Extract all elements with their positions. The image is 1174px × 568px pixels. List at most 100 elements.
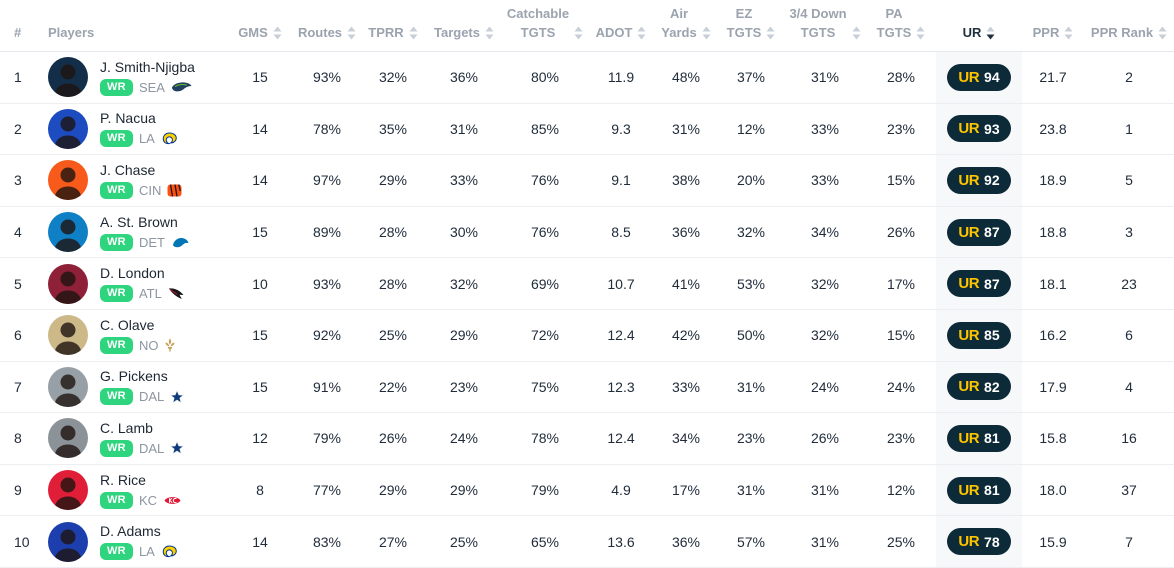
table-row[interactable]: 9 R. Rice WR KC 8 77% 29% 29% 79% 4. xyxy=(0,464,1174,517)
sort-icon[interactable] xyxy=(637,26,646,40)
column-label: Catchable TGTS xyxy=(506,6,570,40)
sort-icon[interactable] xyxy=(574,26,583,40)
stat-air-yards: 41% xyxy=(671,275,701,292)
player-rank: 4 xyxy=(14,224,22,241)
table-row[interactable]: 5 D. London WR ATL 10 93% 28% 32% 69% xyxy=(0,258,1174,310)
stat-routes: 89% xyxy=(312,224,342,241)
column-header-air_yards[interactable]: Air Yards xyxy=(654,0,718,51)
player-name[interactable]: R. Rice xyxy=(100,471,146,488)
table-row[interactable]: 1 J. Smith-Njigba WR SEA 15 93% 32% 36% xyxy=(0,52,1174,104)
stat-air-yards: 17% xyxy=(671,482,701,499)
player-cell[interactable]: J. Smith-Njigba WR SEA xyxy=(36,52,226,103)
sort-icon[interactable] xyxy=(766,26,775,40)
stat-3-4-down-tgts: 26% xyxy=(810,430,840,447)
stat-tprr: 26% xyxy=(378,430,408,447)
ur-badge: UR 87 xyxy=(947,270,1011,298)
player-cell[interactable]: D. Adams WR LA xyxy=(36,516,226,567)
stat-gms: 15 xyxy=(252,327,268,344)
table-row[interactable]: 3 J. Chase WR CIN 14 97% 29% 33% 76% xyxy=(0,155,1174,207)
column-header-pa_tgts[interactable]: PA TGTS xyxy=(866,0,936,51)
table-row[interactable]: 7 G. Pickens WR DAL 15 91% 22% 23% 75% xyxy=(0,361,1174,414)
ur-cell: UR 81 xyxy=(936,413,1022,464)
column-header-adot[interactable]: ADOT xyxy=(588,0,654,51)
team-abbr: LA xyxy=(138,131,155,147)
sort-icon[interactable] xyxy=(273,26,282,40)
ur-badge: UR 81 xyxy=(947,476,1011,504)
stat-air-yards: 34% xyxy=(671,430,701,447)
column-header-ur[interactable]: UR xyxy=(936,0,1022,51)
player-cell[interactable]: J. Chase WR CIN xyxy=(36,155,226,206)
ur-score: 92 xyxy=(984,172,1000,189)
stat-pa-tgts: 12% xyxy=(886,482,916,499)
stat-targets: 25% xyxy=(449,533,479,550)
sort-icon[interactable] xyxy=(702,26,711,40)
ur-badge: UR 82 xyxy=(947,373,1011,401)
stat-targets: 24% xyxy=(449,430,479,447)
stat-ez-tgts: 37% xyxy=(736,69,766,86)
column-header-ppr[interactable]: PPR xyxy=(1022,0,1084,51)
player-meta: WR NO xyxy=(100,336,176,354)
sort-icon[interactable] xyxy=(852,26,861,40)
table-row[interactable]: 6 C. Olave WR NO 15 92% 25% 29% 72% xyxy=(0,309,1174,362)
stat-ppr-rank: 4 xyxy=(1125,378,1133,395)
team-abbr: NO xyxy=(138,337,159,353)
stat-gms: 14 xyxy=(252,533,268,550)
column-header-gms[interactable]: GMS xyxy=(226,0,294,51)
player-name[interactable]: J. Smith-Njigba xyxy=(100,58,195,75)
sort-icon[interactable] xyxy=(986,26,995,40)
table-row[interactable]: 8 C. Lamb WR DAL 12 79% 26% 24% 78% xyxy=(0,413,1174,465)
column-header-tprr[interactable]: TPRR xyxy=(360,0,426,51)
player-cell[interactable]: A. St. Brown WR DET xyxy=(36,207,226,258)
stat-ez-tgts: 31% xyxy=(736,482,766,499)
ur-logo: UR xyxy=(958,120,980,138)
sort-icon[interactable] xyxy=(409,26,418,40)
player-name[interactable]: G. Pickens xyxy=(100,368,168,385)
player-cell[interactable]: R. Rice WR KC xyxy=(36,465,226,516)
player-cell[interactable]: D. London WR ATL xyxy=(36,258,226,309)
column-header-catchable_tgts[interactable]: Catchable TGTS xyxy=(502,0,588,51)
player-cell[interactable]: C. Lamb WR DAL xyxy=(36,413,226,464)
column-header-down_tgts[interactable]: 3/4 Down TGTS xyxy=(784,0,866,51)
column-label: PA TGTS xyxy=(876,6,912,40)
player-cell[interactable]: C. Olave WR NO xyxy=(36,310,226,361)
stat-routes: 93% xyxy=(312,275,342,292)
sort-icon[interactable] xyxy=(347,26,356,40)
table-body: 1 J. Smith-Njigba WR SEA 15 93% 32% 36% xyxy=(0,52,1174,568)
player-name[interactable]: C. Olave xyxy=(100,316,155,333)
player-info: A. St. Brown WR DET xyxy=(100,214,190,251)
column-header-routes[interactable]: Routes xyxy=(294,0,360,51)
team-logo-icon xyxy=(163,494,182,507)
sort-icon[interactable] xyxy=(1064,26,1073,40)
player-cell[interactable]: P. Nacua WR LA xyxy=(36,104,226,155)
stat-ppr: 18.1 xyxy=(1039,275,1067,292)
column-header-targets[interactable]: Targets xyxy=(426,0,502,51)
column-header-ppr_rank[interactable]: PPR Rank xyxy=(1084,0,1174,51)
stat-catchable-tgts: 65% xyxy=(530,533,560,550)
table-row[interactable]: 2 P. Nacua WR LA 14 78% 35% 31% 85% xyxy=(0,103,1174,156)
sort-icon[interactable] xyxy=(1158,26,1167,40)
player-name[interactable]: A. St. Brown xyxy=(100,213,178,230)
sort-icon[interactable] xyxy=(916,26,925,40)
avatar xyxy=(48,418,88,459)
table-row[interactable]: 4 A. St. Brown WR DET 15 89% 28% 30% 76% xyxy=(0,206,1174,259)
table-row[interactable]: 10 D. Adams WR LA 14 83% 27% 25% 65% xyxy=(0,516,1174,568)
sort-icon[interactable] xyxy=(485,26,494,40)
player-name[interactable]: C. Lamb xyxy=(100,419,153,436)
player-cell[interactable]: G. Pickens WR DAL xyxy=(36,362,226,413)
stat-adot: 4.9 xyxy=(611,482,631,499)
rank-cell: 4 xyxy=(0,207,36,258)
ur-score: 94 xyxy=(984,69,1000,86)
player-name[interactable]: P. Nacua xyxy=(100,110,156,127)
player-name[interactable]: D. London xyxy=(100,265,165,282)
player-name[interactable]: D. Adams xyxy=(100,523,161,540)
stat-air-yards: 42% xyxy=(671,327,701,344)
stat-catchable-tgts: 80% xyxy=(530,69,560,86)
avatar xyxy=(48,160,88,201)
player-name[interactable]: J. Chase xyxy=(100,161,156,178)
rank-cell: 5 xyxy=(0,258,36,309)
stat-3-4-down-tgts: 31% xyxy=(810,69,840,86)
stat-air-yards: 33% xyxy=(671,378,701,395)
column-header-ez_tgts[interactable]: EZ TGTS xyxy=(718,0,784,51)
stat-ppr: 16.2 xyxy=(1039,327,1067,344)
rank-cell: 2 xyxy=(0,104,36,155)
